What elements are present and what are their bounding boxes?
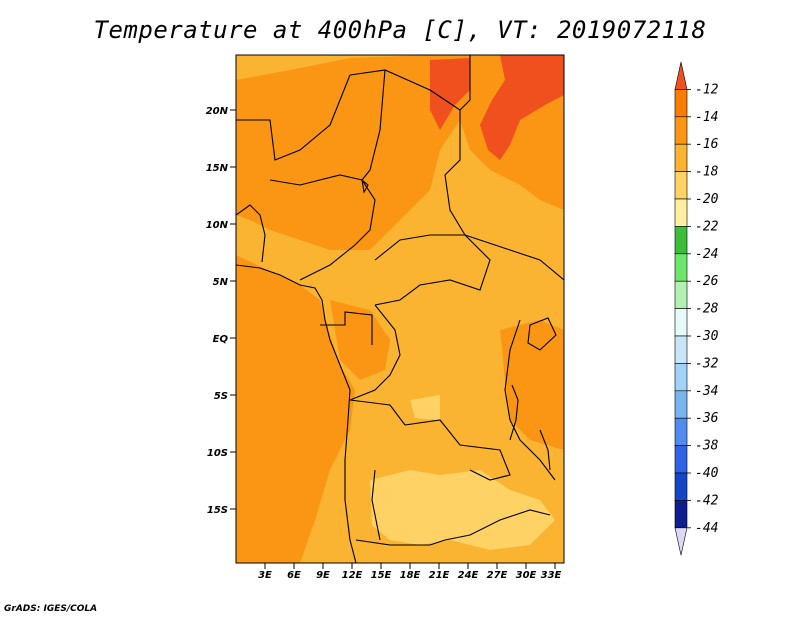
colorbar: -12 -14 -16 -18 -20 -22 -24 -26 -28 -30 -32 -34 -36 -… — [674, 61, 719, 556]
border-niger-chad — [361, 69, 386, 181]
colorbar-swatch — [674, 226, 688, 255]
border-drc-angola-zambia — [404, 419, 511, 481]
lon-tick-label: 6E — [287, 570, 301, 581]
border-congo-drc — [349, 304, 406, 426]
lon-tick-label: 33E — [541, 570, 562, 581]
lake-tanganyika-outline — [509, 384, 519, 441]
colorbar-swatch — [674, 417, 688, 446]
lon-axis — [264, 563, 556, 569]
colorbar-label: -16 — [695, 137, 719, 152]
colorbar-swatch — [674, 335, 688, 364]
colorbar-swatch — [674, 198, 688, 227]
field-north-sahara — [236, 55, 475, 250]
lon-tick-label: 24E — [458, 570, 479, 581]
border-angola-south — [355, 539, 446, 546]
lat-tick-label: 15N — [206, 163, 229, 174]
border-nigeria — [269, 174, 376, 281]
colorbar-label: -28 — [695, 302, 719, 317]
border-southwest — [371, 469, 381, 541]
lake-chad-outline — [361, 178, 369, 194]
border-zambia-south — [444, 509, 551, 541]
field-west-ocean — [236, 255, 355, 563]
colorbar-label: -26 — [695, 274, 719, 289]
lon-tick-label: 15E — [371, 570, 392, 581]
colorbar-label: -22 — [695, 219, 719, 234]
colorbar-label: -30 — [695, 329, 719, 344]
lon-tick-label: 27E — [487, 570, 508, 581]
lat-tick-label: 5S — [214, 391, 228, 402]
colorbar-top-arrow — [674, 61, 688, 90]
border-algeria-libya — [349, 55, 471, 111]
colorbar-swatch — [674, 472, 688, 501]
lat-axis — [230, 109, 236, 510]
coastline-west-africa — [236, 264, 357, 563]
colorbar-swatch — [674, 171, 688, 200]
border-drc-east — [504, 319, 556, 481]
lon-tick-label: 30E — [516, 570, 537, 581]
lon-tick-label: 9E — [316, 570, 330, 581]
colorbar-label: -20 — [695, 192, 719, 207]
grads-credit: GrADS: IGES/COLA — [4, 604, 98, 614]
colorbar-swatch — [674, 363, 688, 392]
colorbar-swatch — [674, 445, 688, 474]
plot-frame — [235, 54, 565, 564]
field-warm-north — [430, 58, 470, 130]
lat-tick-label: 10S — [207, 448, 228, 459]
lat-tick-label: 10N — [206, 220, 229, 231]
colorbar-swatch — [674, 89, 688, 118]
colorbar-swatch — [674, 253, 688, 282]
colorbar-label: -32 — [695, 356, 719, 371]
field-cool-patch — [410, 395, 440, 420]
border-small-west — [236, 204, 266, 263]
colorbar-label: -44 — [695, 521, 718, 536]
colorbar-swatch — [674, 500, 688, 529]
colorbar-label: -24 — [695, 247, 718, 262]
lake-malawi-outline — [539, 429, 551, 471]
lake-victoria-outline — [527, 317, 557, 351]
colorbar-label: -38 — [695, 439, 719, 454]
colorbar-label: -18 — [695, 165, 719, 180]
colorbar-label: -40 — [695, 466, 719, 481]
colorbar-swatch — [674, 308, 688, 337]
border-chad-sudan — [444, 110, 466, 236]
colorbar-swatch — [674, 390, 688, 419]
lon-tick-label: 21E — [429, 570, 450, 581]
political-boundaries — [236, 55, 564, 563]
colorbar-swatch — [674, 280, 688, 309]
field-warm-northeast — [480, 55, 564, 160]
colorbar-swatch — [674, 143, 688, 172]
lat-tick-label: 20N — [206, 106, 229, 117]
border-mali-niger — [236, 74, 351, 161]
border-gabon — [320, 311, 373, 345]
lat-tick-label: 5N — [213, 277, 229, 288]
lon-tick-label: 18E — [400, 570, 421, 581]
colorbar-bottom-arrow — [674, 527, 688, 556]
colorbar-label: -14 — [695, 110, 718, 125]
colorbar-label: -36 — [695, 411, 719, 426]
lon-tick-label: 12E — [342, 570, 363, 581]
lon-tick-label: 3E — [258, 570, 272, 581]
lat-tick-label: EQ — [213, 334, 229, 345]
temperature-field — [236, 55, 564, 563]
colorbar-label: -42 — [695, 493, 719, 508]
colorbar-swatch — [674, 116, 688, 145]
lat-tick-label: 15S — [207, 505, 228, 516]
field-cool-south — [370, 470, 555, 550]
border-south-sudan — [464, 234, 564, 281]
map-title: Temperature at 400hPa [C], VT: 201907211… — [93, 16, 707, 44]
colorbar-label: -12 — [695, 82, 719, 97]
colorbar-label: -34 — [695, 384, 718, 399]
border-car — [374, 234, 491, 306]
